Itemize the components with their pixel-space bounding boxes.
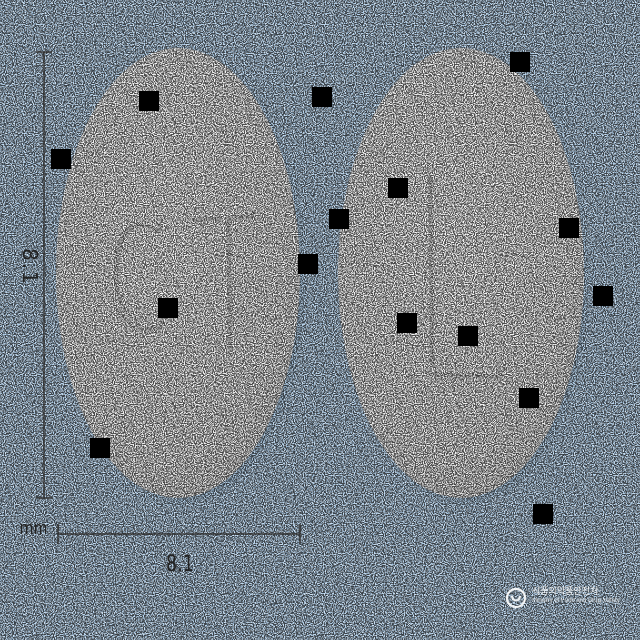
- height-label: 8.1: [18, 248, 42, 286]
- marker-square: [458, 326, 478, 346]
- marker-square: [397, 313, 417, 333]
- watermark-subtitle: Ministry of Food and Drug Safety: [532, 598, 620, 604]
- marker-square: [510, 52, 530, 72]
- marker-square: [593, 286, 613, 306]
- marker-square: [312, 87, 332, 107]
- marker-square: [519, 388, 539, 408]
- marker-square: [329, 209, 349, 229]
- marker-squares: [51, 52, 613, 524]
- marker-square: [559, 218, 579, 238]
- marker-square: [139, 91, 159, 111]
- width-label: 8.1: [166, 552, 194, 577]
- width-measure: [57, 524, 301, 544]
- marker-square: [158, 298, 178, 318]
- mfds-logo-icon: [505, 587, 527, 609]
- marker-square: [298, 254, 318, 274]
- marker-square: [90, 438, 110, 458]
- marker-square: [388, 178, 408, 198]
- height-measure: [36, 51, 52, 499]
- unit-label: mm: [19, 518, 48, 539]
- marker-square: [533, 504, 553, 524]
- marker-square: [51, 149, 71, 169]
- watermark-title: 식품의약품안전처: [532, 586, 599, 596]
